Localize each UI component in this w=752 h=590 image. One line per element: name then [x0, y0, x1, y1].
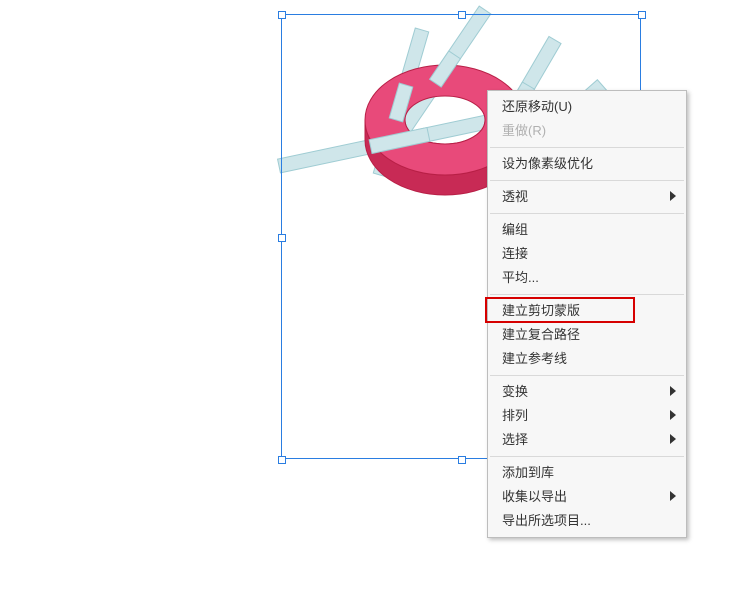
menu-item-15[interactable]: 变换	[488, 380, 686, 404]
menu-separator	[490, 147, 684, 148]
menu-item-label: 建立剪切蒙版	[502, 303, 580, 318]
menu-item-label: 收集以导出	[502, 489, 567, 504]
menu-item-label: 排列	[502, 408, 528, 423]
menu-item-11[interactable]: 建立剪切蒙版	[488, 299, 686, 323]
menu-item-12[interactable]: 建立复合路径	[488, 323, 686, 347]
menu-item-label: 重做(R)	[502, 123, 546, 138]
menu-item-label: 变换	[502, 384, 528, 399]
menu-item-7[interactable]: 编组	[488, 218, 686, 242]
menu-item-13[interactable]: 建立参考线	[488, 347, 686, 371]
menu-separator	[490, 180, 684, 181]
menu-item-8[interactable]: 连接	[488, 242, 686, 266]
menu-separator	[490, 456, 684, 457]
context-menu: 还原移动(U) 重做(R) 设为像素级优化透视编组连接平均... 建立剪切蒙版建立复合…	[487, 90, 687, 538]
selection-handle-w[interactable]	[278, 234, 286, 242]
menu-item-5[interactable]: 透视	[488, 185, 686, 209]
menu-item-label: 建立复合路径	[502, 327, 580, 342]
menu-separator	[490, 294, 684, 295]
menu-item-3[interactable]: 设为像素级优化	[488, 152, 686, 176]
menu-item-20[interactable]: 收集以导出	[488, 485, 686, 509]
menu-item-0[interactable]: 还原移动(U)	[488, 95, 686, 119]
menu-item-17[interactable]: 选择	[488, 428, 686, 452]
menu-item-1: 重做(R)	[488, 119, 686, 143]
menu-item-19[interactable]: 添加到库	[488, 461, 686, 485]
selection-handle-ne[interactable]	[638, 11, 646, 19]
menu-item-9[interactable]: 平均...	[488, 266, 686, 290]
menu-item-label: 编组	[502, 222, 528, 237]
submenu-arrow-icon	[670, 386, 676, 396]
menu-item-label: 连接	[502, 246, 528, 261]
selection-handle-s[interactable]	[458, 456, 466, 464]
submenu-arrow-icon	[670, 191, 676, 201]
menu-item-21[interactable]: 导出所选项目...	[488, 509, 686, 533]
menu-separator	[490, 375, 684, 376]
menu-item-label: 建立参考线	[502, 351, 567, 366]
menu-item-label: 选择	[502, 432, 528, 447]
menu-item-label: 平均...	[502, 270, 539, 285]
selection-handle-sw[interactable]	[278, 456, 286, 464]
selection-handle-n[interactable]	[458, 11, 466, 19]
menu-item-label: 导出所选项目...	[502, 513, 591, 528]
selection-handle-nw[interactable]	[278, 11, 286, 19]
submenu-arrow-icon	[670, 434, 676, 444]
menu-item-label: 还原移动(U)	[502, 99, 572, 114]
menu-item-label: 添加到库	[502, 465, 554, 480]
canvas[interactable]: 还原移动(U) 重做(R) 设为像素级优化透视编组连接平均... 建立剪切蒙版建立复合…	[0, 0, 752, 590]
menu-separator	[490, 213, 684, 214]
submenu-arrow-icon	[670, 491, 676, 501]
menu-item-label: 透视	[502, 189, 528, 204]
menu-item-16[interactable]: 排列	[488, 404, 686, 428]
submenu-arrow-icon	[670, 410, 676, 420]
menu-item-label: 设为像素级优化	[502, 156, 593, 171]
